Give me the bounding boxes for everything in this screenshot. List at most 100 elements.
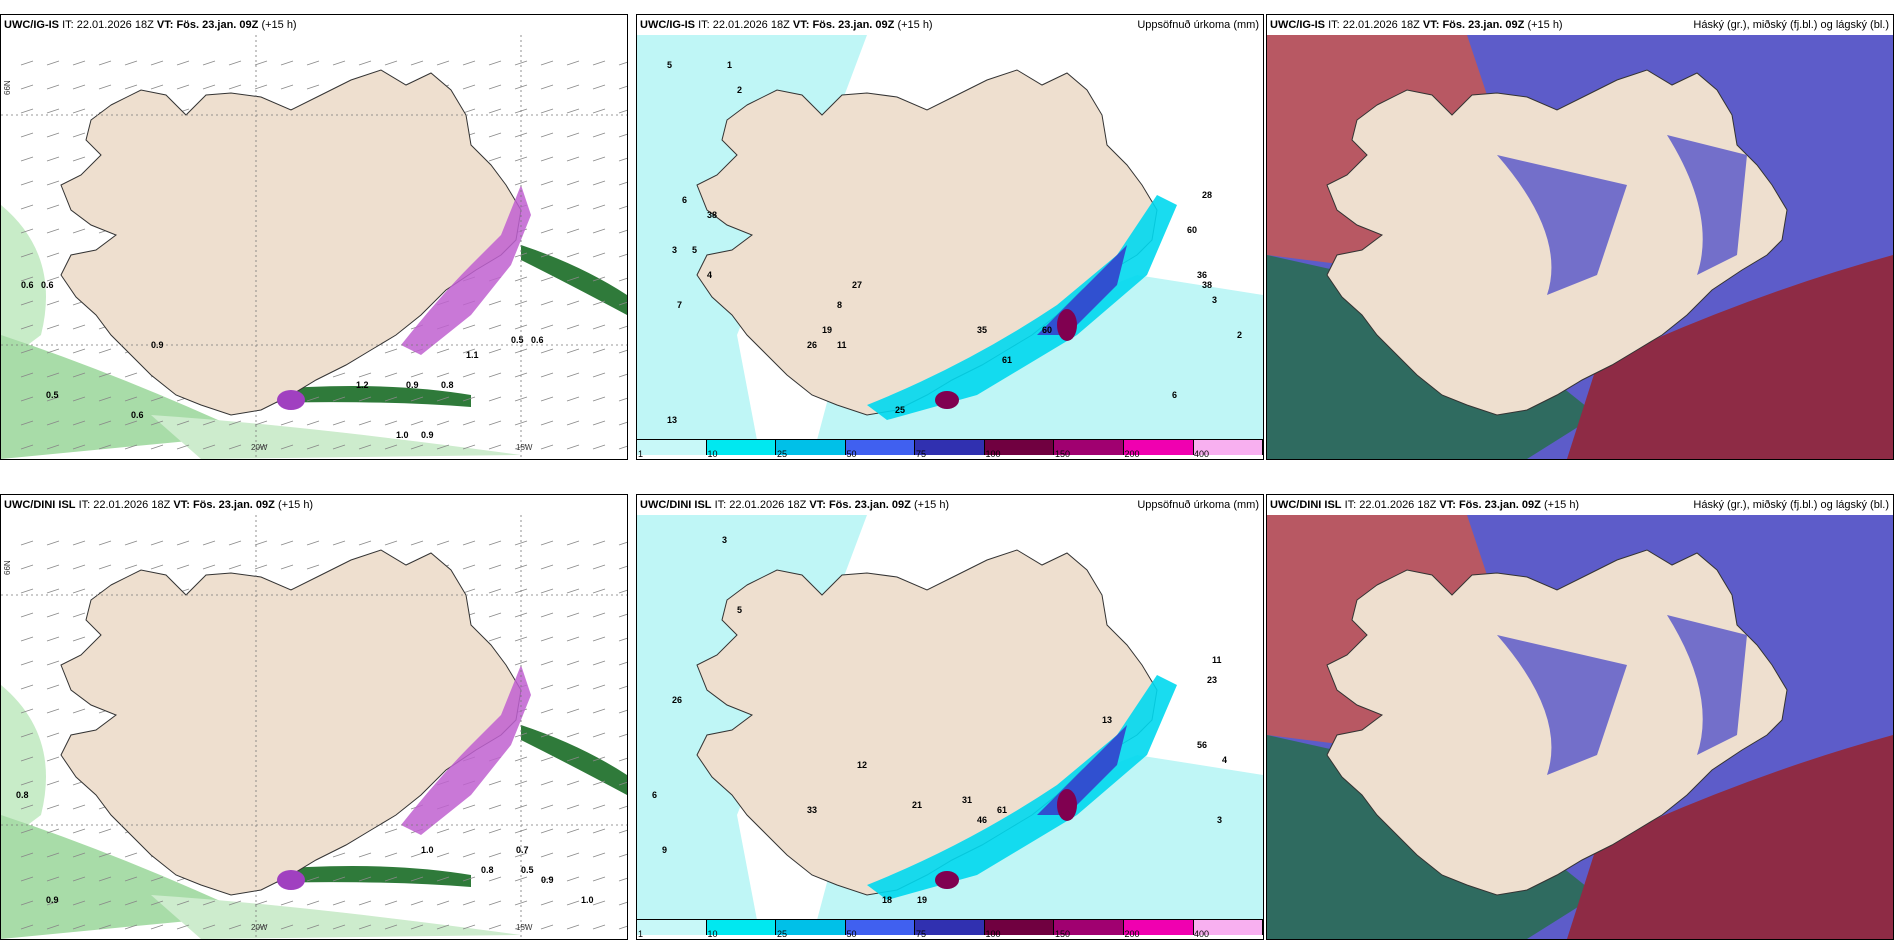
- mid-cloud-area: [1567, 255, 1893, 459]
- it-label: IT:: [78, 499, 91, 511]
- value-label: 5: [667, 60, 673, 70]
- value-label: 6: [652, 790, 658, 800]
- value-label: 26: [807, 340, 818, 350]
- precip-max: [935, 391, 959, 409]
- value-label: 5: [737, 605, 743, 615]
- colorbar-tick-label: 50: [846, 449, 857, 459]
- heavy-snow-area: [277, 390, 305, 410]
- value-label: 5: [692, 245, 698, 255]
- colorbar-tick-label: 400: [1194, 449, 1210, 459]
- map-panel-6: UWC/DINI ISL IT: 22.01.2026 18Z VT: Fös.…: [1266, 494, 1894, 940]
- colorbar-segment: [1193, 919, 1263, 935]
- valid-time: Fös. 23.jan. 09Z: [1442, 19, 1525, 31]
- high-cloud-area: [1667, 135, 1747, 275]
- colorbar-tick-label: 100: [985, 449, 1001, 459]
- value-label: 3: [722, 535, 728, 545]
- value-label: 0.9: [406, 380, 419, 390]
- precip-colorbar: [637, 439, 1263, 459]
- colorbar-segment: [984, 439, 1055, 455]
- value-label: 1.0: [396, 430, 409, 440]
- value-label: 26: [672, 695, 683, 705]
- lead-time: (+15 h): [913, 499, 950, 511]
- model-name: UWC/DINI ISL: [640, 499, 712, 511]
- panel-title: Háský (gr.), miðský (fj.bl.) og lágský (…: [1693, 499, 1889, 511]
- lon-label: 15W: [516, 923, 533, 932]
- lead-time: (+15 h): [897, 19, 933, 31]
- value-label: 0.6: [531, 335, 544, 345]
- map-canvas: [1, 35, 627, 459]
- colorbar-segment: [1123, 439, 1194, 455]
- lon-label: 15W: [516, 443, 533, 452]
- value-label: 2: [1237, 330, 1243, 340]
- it-label: IT:: [1328, 19, 1340, 31]
- map-panel-2: UWC/IG-IS IT: 22.01.2026 18Z VT: Fös. 23…: [636, 14, 1264, 460]
- value-label: 23: [1207, 675, 1218, 685]
- value-label: 0.6: [21, 280, 34, 290]
- value-label: 1.0: [421, 845, 434, 855]
- mid-cloud-area: [1567, 735, 1893, 939]
- panel-title: Háský (gr.), miðský (fj.bl.) og lágský (…: [1693, 19, 1889, 31]
- map-canvas: [1267, 515, 1893, 939]
- it-label: IT:: [1344, 499, 1357, 511]
- model-name: UWC/IG-IS: [640, 19, 695, 31]
- map-panel-4: UWC/DINI ISL IT: 22.01.2026 18Z VT: Fös.…: [0, 494, 628, 940]
- value-label: 3: [1212, 295, 1218, 305]
- colorbar-tick-label: 25: [777, 449, 788, 459]
- colorbar-tick-label: 200: [1124, 929, 1140, 939]
- colorbar-segment: [915, 919, 985, 935]
- lat-label: 66N: [3, 560, 12, 575]
- colorbar-tick-label: 200: [1124, 449, 1140, 459]
- value-label: 9: [662, 845, 668, 855]
- vt-label: VT:: [156, 19, 174, 31]
- colorbar-tick-label: 150: [1055, 929, 1071, 939]
- value-label: 12: [857, 760, 868, 770]
- value-label: 8: [837, 300, 843, 310]
- snow-band: [151, 415, 521, 459]
- value-label: 11: [1212, 655, 1222, 665]
- value-label: 60: [1187, 225, 1198, 235]
- map-panel-1: UWC/IG-IS IT: 22.01.2026 18Z VT: Fös. 23…: [0, 14, 628, 460]
- panel-header: UWC/DINI ISL IT: 22.01.2026 18Z VT: Fös.…: [1, 495, 627, 515]
- model-name: UWC/DINI ISL: [1270, 499, 1342, 511]
- model-name: UWC/DINI ISL: [4, 499, 76, 511]
- valid-time: Fös. 23.jan. 09Z: [812, 19, 895, 31]
- value-label: 13: [1102, 715, 1113, 725]
- lead-time: (+15 h): [261, 19, 297, 31]
- init-time: 22.01.2026 18Z: [1342, 19, 1420, 31]
- value-label: 1.1: [466, 350, 479, 360]
- value-label: 36: [1197, 270, 1208, 280]
- heavy-snow-area: [401, 665, 531, 835]
- value-label: 11: [837, 340, 847, 350]
- lat-label: 66N: [3, 80, 12, 95]
- value-label: 7: [677, 300, 683, 310]
- value-label: 60: [1042, 325, 1053, 335]
- precip-moderate: [867, 195, 1177, 420]
- high-cloud-area: [1497, 155, 1627, 295]
- colorbar-tick-label: 75: [916, 929, 927, 939]
- snow-band: [151, 895, 521, 939]
- snow-band: [1, 685, 46, 845]
- high-cloud-area: [1667, 615, 1747, 755]
- map-canvas: [1267, 35, 1893, 459]
- vt-label: VT:: [173, 499, 190, 511]
- value-label: 2: [737, 85, 743, 95]
- value-label: 27: [852, 280, 863, 290]
- it-label: IT:: [698, 19, 710, 31]
- value-label: 3: [672, 245, 678, 255]
- colorbar-tick-label: 50: [846, 929, 857, 939]
- value-label: 1.0: [581, 895, 594, 905]
- value-label: 13: [667, 415, 678, 425]
- map-panel-5: UWC/DINI ISL IT: 22.01.2026 18Z VT: Fös.…: [636, 494, 1264, 940]
- init-time: 22.01.2026 18Z: [1359, 499, 1437, 511]
- value-label: 25: [895, 405, 906, 415]
- value-label: 28: [1202, 190, 1213, 200]
- colorbar-segment: [1054, 439, 1124, 455]
- colorbar-segment: [984, 919, 1055, 935]
- value-label: 4: [1222, 755, 1228, 765]
- value-label: 0.8: [16, 790, 29, 800]
- precip-max: [1057, 309, 1077, 341]
- model-name: UWC/IG-IS: [4, 19, 59, 31]
- lead-time: (+15 h): [277, 499, 314, 511]
- colorbar-tick-label: 1: [638, 929, 644, 939]
- value-label: 3: [1217, 815, 1223, 825]
